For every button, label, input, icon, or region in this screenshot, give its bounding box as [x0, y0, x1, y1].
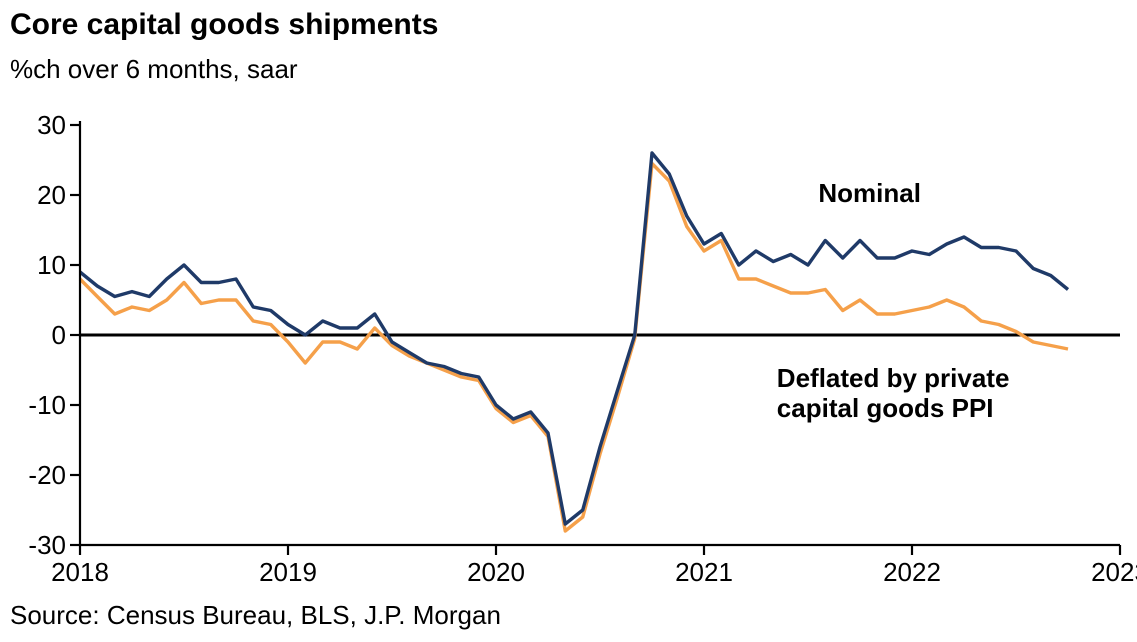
x-tick-label: 2022 [872, 557, 952, 588]
y-tick-label: -20 [28, 460, 66, 491]
chart-plot [0, 0, 1137, 642]
series-line-deflated [80, 164, 1068, 532]
x-tick-label: 2019 [248, 557, 328, 588]
x-tick-label: 2020 [456, 557, 536, 588]
chart-source: Source: Census Bureau, BLS, J.P. Morgan [10, 600, 501, 631]
chart-container: Core capital goods shipments %ch over 6 … [0, 0, 1137, 642]
x-tick-label: 2018 [40, 557, 120, 588]
y-tick-label: 30 [37, 110, 66, 141]
y-tick-label: 10 [37, 250, 66, 281]
y-tick-label: -10 [28, 390, 66, 421]
y-tick-label: 0 [52, 320, 66, 351]
y-tick-label: 20 [37, 180, 66, 211]
x-tick-label: 2021 [664, 557, 744, 588]
series-line-nominal [80, 153, 1068, 524]
series-label-nominal: Nominal [818, 179, 921, 209]
series-label-deflated: Deflated by private capital goods PPI [777, 364, 1010, 424]
x-tick-label: 2023 [1080, 557, 1137, 588]
